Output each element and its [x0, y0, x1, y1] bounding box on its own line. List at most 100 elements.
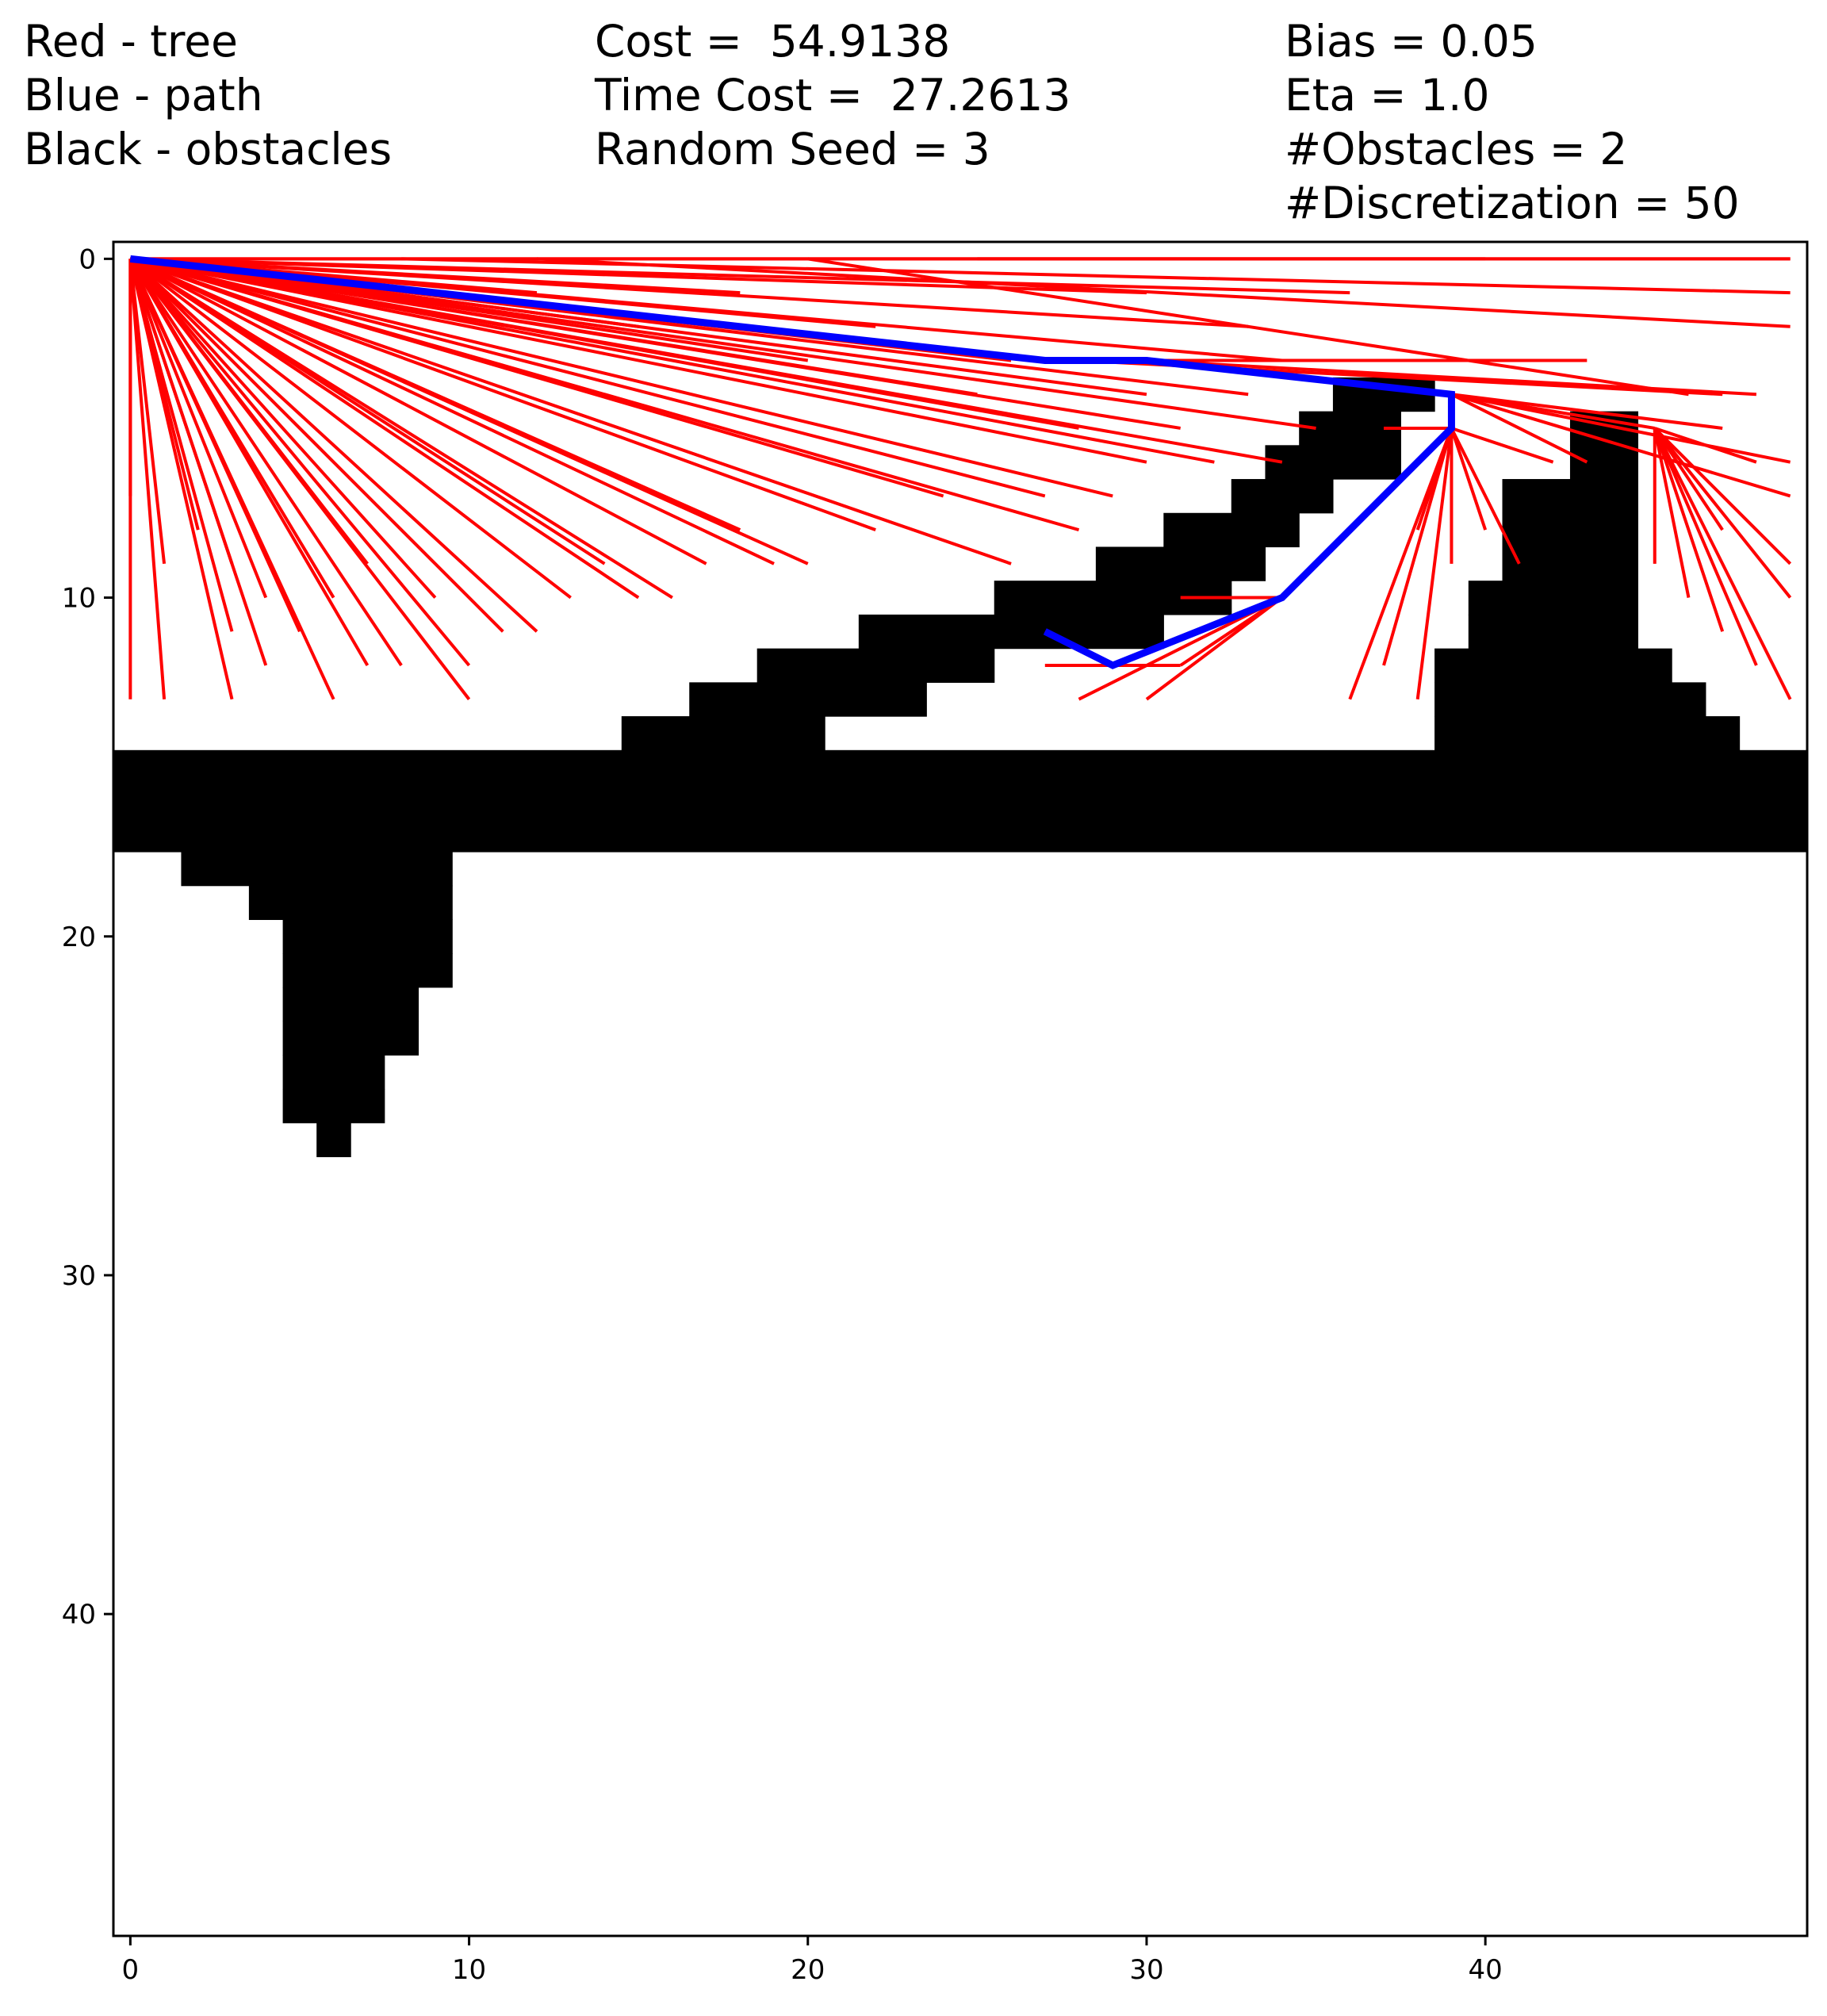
tree-edge: [128, 258, 268, 599]
tree-edge: [1451, 393, 1723, 430]
obstacle-cell-run: [282, 1089, 385, 1124]
tree-edge: [129, 257, 538, 633]
tree-edge: [1653, 427, 1792, 565]
tree-edge: [1382, 427, 1454, 666]
tree-edge: [128, 258, 200, 531]
obstacle-cell-run: [282, 1055, 385, 1090]
eta-label: Eta = 1.0: [1285, 70, 1490, 121]
obstacles-count-label: #Obstacles = 2: [1285, 124, 1628, 174]
tree-edge: [1451, 393, 1791, 464]
x-tick-label: 40: [1469, 1954, 1503, 1986]
legend-text-block: Red - tree Blue - path Black - obstacles: [24, 14, 392, 176]
tree-edge: [128, 258, 369, 565]
tree-edge: [128, 258, 234, 565]
tree-edge: [128, 258, 403, 667]
obstacles-layer: [113, 377, 1808, 1158]
obstacle-cell-run: [1434, 716, 1741, 751]
axes-layer: 0 10 20 30 40 0 10 20 30 40: [62, 243, 1503, 1986]
obstacle-cell-run: [1095, 546, 1266, 581]
tree-edge: [130, 257, 809, 362]
tree-edge: [128, 259, 167, 699]
tree-edge: [807, 257, 1689, 397]
tree-edge: [1146, 358, 1757, 397]
obstacle-cell-run: [1502, 546, 1638, 581]
obstacle-cell-run: [1434, 648, 1672, 683]
obstacle-cell-run: [282, 919, 453, 954]
tree-edge: [129, 257, 1046, 498]
obstacle-cell-run: [858, 614, 1164, 650]
tree-edge: [129, 257, 741, 531]
tree-edge: [1653, 427, 1792, 700]
tree-edge: [129, 257, 1215, 464]
params-text-block: Bias = 0.05 Eta = 1.0 #Obstacles = 2 #Di…: [1285, 14, 1740, 230]
obstacle-cell-run: [113, 818, 1808, 853]
path-line: [129, 255, 1455, 669]
obstacle-cell-run: [1265, 445, 1401, 480]
tree-edge: [129, 257, 640, 600]
discretization-label: #Discretization = 50: [1285, 178, 1740, 228]
tree-edge: [1450, 427, 1521, 565]
y-tick-label: 40: [62, 1599, 96, 1631]
tree-edge: [129, 257, 876, 531]
tree-edge: [129, 257, 673, 600]
x-tick-label: 30: [1129, 1954, 1163, 1986]
obstacle-cell-run: [113, 749, 1808, 785]
tree-edge: [129, 257, 1012, 565]
tree-edge: [128, 257, 504, 633]
tree-edge: [129, 257, 1080, 532]
tree-edge: [128, 258, 471, 667]
obstacle-cell-run: [756, 648, 995, 683]
obstacle-cell-run: [1434, 682, 1706, 717]
tree-layer: [128, 257, 1792, 701]
tree-edge: [130, 257, 741, 295]
obstacle-cell-run: [282, 987, 419, 1022]
tree-edge: [1653, 427, 1724, 531]
tree-edge: [1653, 427, 1758, 666]
tree-edge: [130, 257, 1079, 430]
obstacle-cell-run: [1569, 445, 1638, 480]
tree-edge: [129, 257, 572, 600]
random-seed-label: Random Seed = 3: [595, 124, 990, 174]
y-tick-label: 0: [79, 243, 96, 275]
obstacle-cell-run: [248, 885, 453, 920]
obstacle-cell-run: [689, 682, 927, 717]
tree-edge: [1654, 427, 1757, 464]
tree-edge: [129, 257, 775, 565]
legend-line-tree: Red - tree: [24, 16, 238, 67]
x-tick-label: 10: [452, 1954, 486, 1986]
obstacle-cell-run: [621, 716, 825, 751]
tree-edge: [129, 257, 707, 565]
obstacle-cell-run: [1502, 512, 1638, 548]
cost-label: Cost = 54.9138: [595, 16, 951, 67]
tree-edge: [128, 259, 167, 565]
obstacle-cell-run: [1468, 614, 1638, 650]
tree-edge: [128, 258, 437, 599]
tree-edge: [1450, 393, 1588, 464]
tree-edge: [1145, 596, 1284, 701]
tree-edge: [129, 257, 1147, 464]
obstacle-cell-run: [113, 784, 1808, 818]
legend-line-obstacles: Black - obstacles: [24, 124, 393, 174]
x-tick-label: 0: [122, 1954, 140, 1986]
legend-line-path: Blue - path: [24, 70, 263, 121]
y-tick-label: 10: [62, 583, 96, 615]
obstacle-cell-run: [282, 1021, 419, 1056]
obstacle-cell-run: [1163, 512, 1300, 548]
tree-edge: [130, 257, 1350, 295]
tree-edge: [129, 257, 1113, 498]
tree-edge: [1450, 427, 1488, 531]
tree-edge: [1653, 427, 1725, 632]
obstacle-cell-run: [282, 953, 453, 988]
tree-edge: [128, 258, 301, 633]
tree-edge: [1653, 427, 1792, 599]
obstacle-cell-run: [316, 1122, 351, 1158]
y-tick-label: 20: [62, 922, 96, 953]
tree-edge: [128, 258, 335, 599]
tree-edge: [1653, 427, 1691, 598]
tree-edge: [1415, 427, 1454, 531]
tree-edge: [1450, 393, 1791, 498]
bias-label: Bias = 0.05: [1285, 16, 1538, 67]
x-tick-label: 20: [791, 1954, 825, 1986]
tree-edge: [1450, 427, 1554, 464]
